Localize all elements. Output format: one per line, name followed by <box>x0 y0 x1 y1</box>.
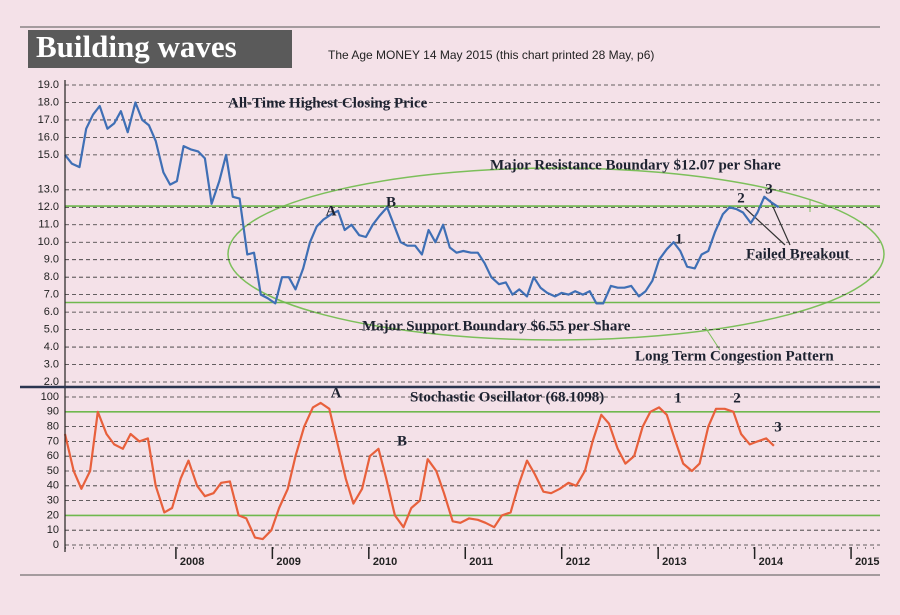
annotation: 2 <box>737 190 745 206</box>
annotation: 3 <box>774 419 782 435</box>
annotation: Major Support Boundary $6.55 per Share <box>362 318 631 334</box>
y-tick-label: 10 <box>47 524 59 536</box>
x-tick-label: 2013 <box>662 556 686 568</box>
leader <box>744 207 786 246</box>
y-tick-label: 40 <box>47 480 59 492</box>
data-line <box>64 101 780 305</box>
annotation: Major Resistance Boundary $12.07 per Sha… <box>490 157 781 173</box>
y-tick-label: 4.0 <box>44 341 59 353</box>
y-tick-label: 19.0 <box>38 79 59 91</box>
y-tick-label: 0 <box>53 539 59 551</box>
y-tick-label: 3.0 <box>44 358 59 370</box>
y-tick-label: 15.0 <box>38 149 59 161</box>
annotation: Long Term Congestion Pattern <box>635 348 834 364</box>
x-tick-label: 2014 <box>759 556 784 568</box>
annotation: 1 <box>674 390 682 406</box>
x-tick-label: 2011 <box>469 556 493 568</box>
y-tick-label: 17.0 <box>38 114 59 126</box>
data-line <box>63 401 775 541</box>
annotation: 2 <box>733 390 741 406</box>
y-tick-label: 6.0 <box>44 306 59 318</box>
y-tick-label: 9.0 <box>44 254 59 266</box>
y-tick-label: 16.0 <box>38 131 59 143</box>
y-tick-label: 7.0 <box>44 289 59 301</box>
y-tick-label: 12.0 <box>38 201 59 213</box>
y-tick-label: 13.0 <box>38 184 59 196</box>
annotation: 1 <box>675 231 683 247</box>
y-tick-label: 70 <box>47 435 59 447</box>
y-tick-label: 100 <box>41 391 59 403</box>
x-tick-label: 2010 <box>373 556 397 568</box>
annotation: Failed Breakout <box>746 246 849 262</box>
annotation: A <box>331 385 342 401</box>
annotation: B <box>386 194 396 210</box>
y-tick-label: 2.0 <box>44 376 59 388</box>
x-tick-label: 2008 <box>180 556 204 568</box>
y-tick-label: 18.0 <box>38 96 59 108</box>
annotation: A <box>326 203 337 219</box>
y-tick-label: 50 <box>47 465 59 477</box>
annotation: B <box>397 433 407 449</box>
y-tick-label: 8.0 <box>44 271 59 283</box>
y-tick-label: 90 <box>47 406 59 418</box>
subtitle: The Age MONEY 14 May 2015 (this chart pr… <box>328 48 654 62</box>
annotation: All-Time Highest Closing Price <box>228 95 428 111</box>
y-tick-label: 11.0 <box>38 219 59 231</box>
x-tick-label: 2012 <box>566 556 590 568</box>
x-tick-label: 2015 <box>855 556 879 568</box>
y-tick-label: 30 <box>47 495 59 507</box>
leader <box>704 326 721 351</box>
congestion-ellipse <box>227 167 885 341</box>
annotation: 3 <box>765 181 773 197</box>
title-box <box>28 30 292 68</box>
y-tick-label: 80 <box>47 421 59 433</box>
y-tick-label: 5.0 <box>44 323 59 335</box>
y-tick-label: 20 <box>47 509 59 521</box>
y-tick-label: 60 <box>47 450 59 462</box>
chart-title: Building waves <box>36 29 237 64</box>
x-tick-label: 2009 <box>276 556 300 568</box>
y-tick-label: 10.0 <box>38 236 59 248</box>
annotation: Stochastic Oscillator (68.1098) <box>410 389 604 405</box>
